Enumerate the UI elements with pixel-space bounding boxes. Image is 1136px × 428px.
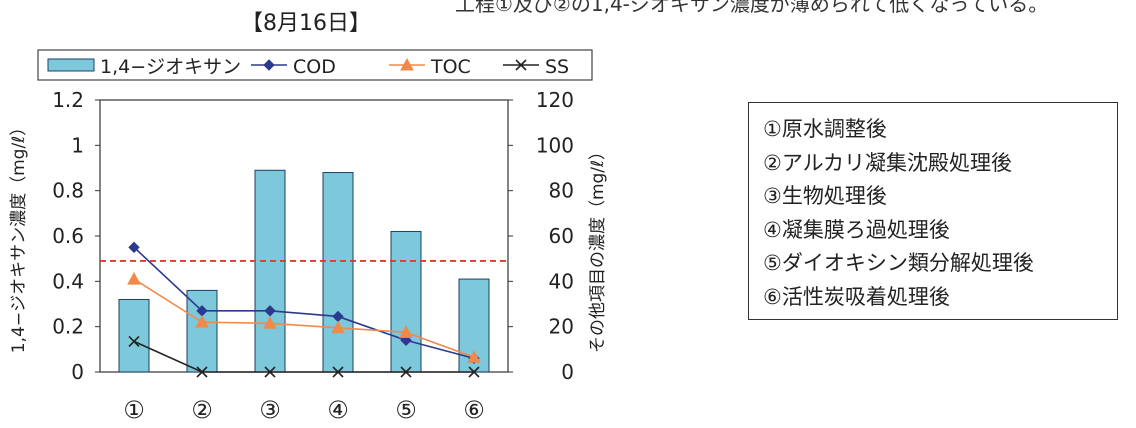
y-tick-label: 0.6 bbox=[52, 224, 84, 248]
step-item-5: ⑤ダイオキシン類分解処理後 bbox=[763, 251, 1034, 275]
bar-3 bbox=[254, 169, 286, 373]
ss-point-1-stroke-b bbox=[128, 335, 140, 347]
step-item-6: ⑥活性炭吸着処理後 bbox=[763, 284, 950, 309]
y2-tick-label: 120 bbox=[536, 88, 574, 112]
ss-point-2 bbox=[196, 366, 208, 378]
y2-tick-label: 100 bbox=[536, 133, 574, 157]
legend-swatch-marker-toc bbox=[400, 57, 414, 71]
bar-5 bbox=[390, 230, 422, 373]
y2-axis-label: その他項目の濃度（mg/ℓ） bbox=[588, 143, 608, 353]
x-tick-label: ⑤ bbox=[395, 396, 417, 424]
legend-label-dioxane: 1,4−ジオキサン bbox=[100, 56, 241, 78]
cod-line bbox=[133, 246, 475, 360]
x-tick-label: ① bbox=[123, 396, 145, 424]
header-note: 工程①及び②の1,4-ジオキサン濃度が薄められて低くなっている。 bbox=[455, 0, 1049, 16]
toc-point-6 bbox=[467, 350, 481, 363]
y2-tick-label: 0 bbox=[561, 360, 574, 384]
x-tick-label: ③ bbox=[259, 396, 281, 424]
x-tick-label: ② bbox=[191, 396, 213, 424]
ss-point-6 bbox=[468, 366, 480, 378]
bar-1 bbox=[118, 298, 150, 373]
legend-swatch-marker-cod bbox=[263, 59, 275, 71]
toc-point-4 bbox=[331, 320, 345, 334]
toc-point-2 bbox=[195, 315, 209, 328]
y-tick-label: 1 bbox=[71, 133, 84, 157]
cod-point-1 bbox=[128, 241, 140, 254]
step-item-2: ②アルカリ凝集沈殿処理後 bbox=[763, 150, 1012, 175]
y-axis-label: 1,4−ジオキサン濃度（mg/ℓ） bbox=[9, 119, 29, 353]
chart-ticks: 0 0.2 0.4 0.6 0.8 1 1.2 0 20 40 60 80 100 120 ① ② ③ ④ ⑤ ⑥ bbox=[52, 88, 574, 424]
y2-tick-label: 60 bbox=[549, 224, 574, 248]
ss-point-4-stroke-b bbox=[332, 366, 344, 378]
toc-point-5 bbox=[399, 325, 413, 338]
toc-line bbox=[133, 278, 475, 359]
cod-point-3 bbox=[264, 305, 276, 317]
y-tick-label: 0.4 bbox=[52, 269, 84, 293]
ss-point-5 bbox=[400, 366, 412, 378]
y2-tick-label: 80 bbox=[549, 179, 574, 203]
ss-point-3 bbox=[264, 366, 276, 378]
step-item-3: ③生物処理後 bbox=[763, 184, 887, 208]
toc-point-1 bbox=[127, 272, 141, 285]
y2-tick-label: 20 bbox=[549, 315, 574, 339]
y2-tick-label: 40 bbox=[549, 269, 574, 293]
ss-point-5-stroke-b bbox=[400, 366, 412, 378]
ss-point-3-stroke-b bbox=[264, 366, 276, 378]
y-tick-label: 0.2 bbox=[52, 315, 84, 339]
legend-swatch-marker-ss-stroke-b bbox=[515, 59, 527, 71]
step-item-1: ①原水調整後 bbox=[763, 117, 887, 141]
ss-point-1 bbox=[128, 335, 140, 347]
bar-2 bbox=[186, 289, 218, 373]
toc-point-3 bbox=[263, 316, 277, 329]
ss-point-2-stroke-b bbox=[196, 366, 208, 378]
legend-label-ss: SS bbox=[545, 56, 569, 78]
y-tick-label: 1.2 bbox=[52, 88, 84, 112]
ss-line bbox=[133, 340, 474, 373]
y-tick-label: 0.8 bbox=[52, 179, 84, 203]
legend-frame bbox=[37, 49, 593, 81]
legend-label-cod: COD bbox=[293, 56, 336, 78]
bar-4 bbox=[322, 172, 354, 373]
process-steps-box: ①原水調整後 ②アルカリ凝集沈殿処理後 ③生物処理後 ④凝集膜ろ過処理後 ⑤ダイ… bbox=[748, 102, 1118, 320]
x-tick-label: ⑥ bbox=[463, 396, 485, 424]
ss-point-4 bbox=[332, 366, 344, 378]
y-tick-label: 0 bbox=[71, 360, 84, 384]
legend-label-toc: TOC bbox=[430, 56, 471, 78]
ss-point-6-stroke-b bbox=[468, 366, 480, 378]
legend-swatch-marker-ss bbox=[515, 59, 527, 71]
chart-marks bbox=[100, 169, 508, 378]
legend-swatch-dioxane bbox=[47, 58, 95, 72]
step-item-4: ④凝集膜ろ過処理後 bbox=[763, 217, 950, 242]
chart-title: 【8月16日】 bbox=[241, 11, 371, 36]
chart-legend: 1,4−ジオキサン COD TOC SS bbox=[47, 56, 569, 78]
x-tick-label: ④ bbox=[327, 396, 349, 424]
plot-area bbox=[99, 99, 509, 373]
